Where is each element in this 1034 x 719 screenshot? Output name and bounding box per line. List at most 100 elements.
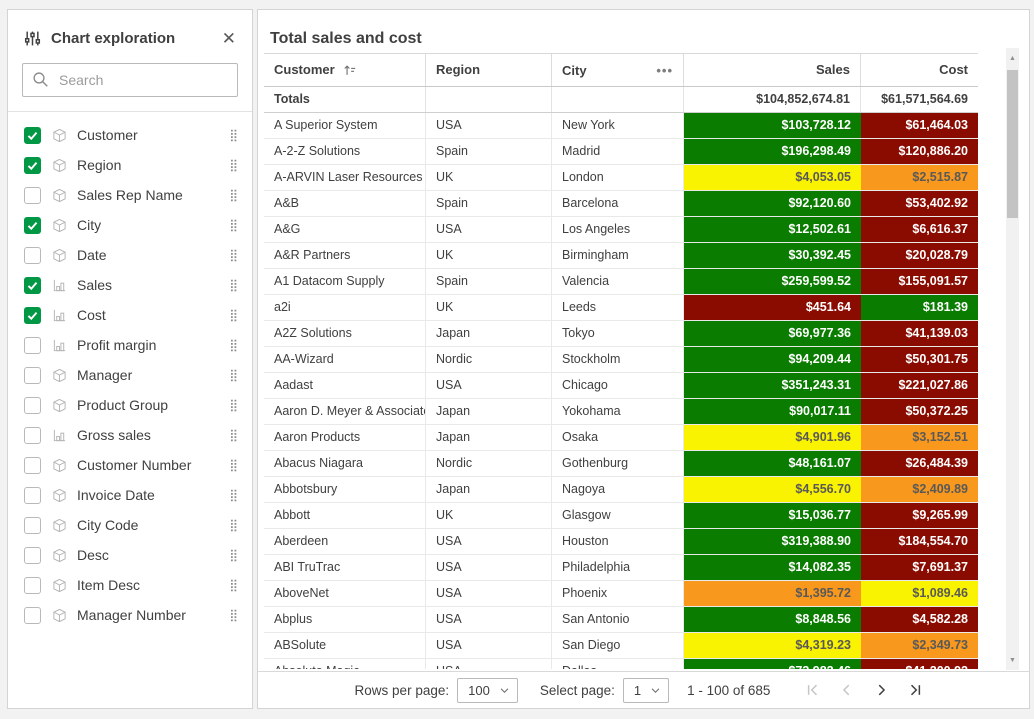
checkbox-unchecked[interactable]: [24, 366, 41, 384]
sales-cell[interactable]: $14,082.35: [684, 555, 861, 580]
city-cell[interactable]: New York: [552, 113, 684, 138]
city-cell[interactable]: Yokohama: [552, 399, 684, 424]
cost-cell[interactable]: $184,554.70: [861, 529, 978, 554]
region-cell[interactable]: USA: [426, 633, 552, 658]
customer-cell[interactable]: ABI TruTrac: [264, 555, 426, 580]
cost-cell[interactable]: $1,089.46: [861, 581, 978, 606]
region-cell[interactable]: USA: [426, 113, 552, 138]
checkbox-checked[interactable]: [24, 156, 41, 174]
region-cell[interactable]: Spain: [426, 191, 552, 216]
customer-cell[interactable]: Aaron Products: [264, 425, 426, 450]
drag-handle-icon[interactable]: ⣿: [229, 218, 238, 232]
sales-cell[interactable]: $92,120.60: [684, 191, 861, 216]
select-page-select[interactable]: 1: [622, 677, 670, 703]
region-cell[interactable]: USA: [426, 581, 552, 606]
drag-handle-icon[interactable]: ⣿: [229, 368, 238, 382]
checkbox-unchecked[interactable]: [24, 336, 41, 354]
sales-cell[interactable]: $48,161.07: [684, 451, 861, 476]
sales-cell[interactable]: $103,728.12: [684, 113, 861, 138]
checkbox-unchecked[interactable]: [24, 576, 41, 594]
cost-cell[interactable]: $155,091.57: [861, 269, 978, 294]
region-cell[interactable]: USA: [426, 217, 552, 242]
sales-cell[interactable]: $73,982.46: [684, 659, 861, 669]
region-cell[interactable]: Spain: [426, 139, 552, 164]
cost-cell[interactable]: $4,582.28: [861, 607, 978, 632]
next-page-icon[interactable]: [873, 682, 889, 698]
customer-cell[interactable]: Abbotsbury: [264, 477, 426, 502]
sales-cell[interactable]: $4,901.96: [684, 425, 861, 450]
region-cell[interactable]: UK: [426, 503, 552, 528]
region-cell[interactable]: Japan: [426, 477, 552, 502]
customer-cell[interactable]: A-ARVIN Laser Resources: [264, 165, 426, 190]
drag-handle-icon[interactable]: ⣿: [229, 308, 238, 322]
drag-handle-icon[interactable]: ⣿: [229, 428, 238, 442]
cost-cell[interactable]: $181.39: [861, 295, 978, 320]
drag-handle-icon[interactable]: ⣿: [229, 248, 238, 262]
cost-cell[interactable]: $61,464.03: [861, 113, 978, 138]
last-page-icon[interactable]: [907, 682, 923, 698]
drag-handle-icon[interactable]: ⣿: [229, 338, 238, 352]
checkbox-unchecked[interactable]: [24, 546, 41, 564]
sales-cell[interactable]: $451.64: [684, 295, 861, 320]
cost-cell[interactable]: $9,265.99: [861, 503, 978, 528]
sales-cell[interactable]: $4,556.70: [684, 477, 861, 502]
drag-handle-icon[interactable]: ⣿: [229, 128, 238, 142]
customer-cell[interactable]: Aberdeen: [264, 529, 426, 554]
region-cell[interactable]: USA: [426, 555, 552, 580]
drag-handle-icon[interactable]: ⣿: [229, 158, 238, 172]
city-cell[interactable]: San Antonio: [552, 607, 684, 632]
region-cell[interactable]: Japan: [426, 399, 552, 424]
ellipsis-icon[interactable]: •••: [656, 62, 673, 78]
checkbox-checked[interactable]: [24, 306, 41, 324]
city-cell[interactable]: Phoenix: [552, 581, 684, 606]
customer-cell[interactable]: Aaron D. Meyer & Associates: [264, 399, 426, 424]
city-cell[interactable]: Tokyo: [552, 321, 684, 346]
sales-cell[interactable]: $69,977.36: [684, 321, 861, 346]
city-cell[interactable]: Madrid: [552, 139, 684, 164]
city-cell[interactable]: London: [552, 165, 684, 190]
customer-cell[interactable]: A&G: [264, 217, 426, 242]
drag-handle-icon[interactable]: ⣿: [229, 548, 238, 562]
search-input[interactable]: [22, 63, 238, 97]
checkbox-unchecked[interactable]: [24, 606, 41, 624]
customer-cell[interactable]: ABSolute: [264, 633, 426, 658]
sales-cell[interactable]: $90,017.11: [684, 399, 861, 424]
customer-cell[interactable]: Abbott: [264, 503, 426, 528]
cost-cell[interactable]: $6,616.37: [861, 217, 978, 242]
checkbox-unchecked[interactable]: [24, 426, 41, 444]
sales-cell[interactable]: $1,395.72: [684, 581, 861, 606]
city-cell[interactable]: Leeds: [552, 295, 684, 320]
city-cell[interactable]: Gothenburg: [552, 451, 684, 476]
customer-cell[interactable]: A Superior System: [264, 113, 426, 138]
customer-cell[interactable]: Abplus: [264, 607, 426, 632]
drag-handle-icon[interactable]: ⣿: [229, 488, 238, 502]
region-cell[interactable]: USA: [426, 659, 552, 669]
customer-cell[interactable]: A&B: [264, 191, 426, 216]
region-cell[interactable]: USA: [426, 607, 552, 632]
sales-cell[interactable]: $259,599.52: [684, 269, 861, 294]
customer-cell[interactable]: Abacus Niagara: [264, 451, 426, 476]
sales-cell[interactable]: $4,053.05: [684, 165, 861, 190]
cost-cell[interactable]: $50,372.25: [861, 399, 978, 424]
sales-cell[interactable]: $94,209.44: [684, 347, 861, 372]
city-cell[interactable]: San Diego: [552, 633, 684, 658]
sales-cell[interactable]: $351,243.31: [684, 373, 861, 398]
sales-cell[interactable]: $4,319.23: [684, 633, 861, 658]
city-cell[interactable]: Chicago: [552, 373, 684, 398]
city-cell[interactable]: Dallas: [552, 659, 684, 669]
cost-cell[interactable]: $2,409.89: [861, 477, 978, 502]
region-cell[interactable]: USA: [426, 529, 552, 554]
scroll-up-icon[interactable]: ▲: [1009, 55, 1016, 62]
city-cell[interactable]: Nagoya: [552, 477, 684, 502]
drag-handle-icon[interactable]: ⣿: [229, 608, 238, 622]
city-cell[interactable]: Glasgow: [552, 503, 684, 528]
cost-cell[interactable]: $7,691.37: [861, 555, 978, 580]
cost-cell[interactable]: $2,349.73: [861, 633, 978, 658]
cost-cell[interactable]: $50,301.75: [861, 347, 978, 372]
column-header-sales[interactable]: Sales: [684, 54, 861, 86]
region-cell[interactable]: UK: [426, 165, 552, 190]
region-cell[interactable]: UK: [426, 243, 552, 268]
drag-handle-icon[interactable]: ⣿: [229, 518, 238, 532]
scroll-down-icon[interactable]: ▼: [1009, 657, 1016, 664]
region-cell[interactable]: USA: [426, 373, 552, 398]
